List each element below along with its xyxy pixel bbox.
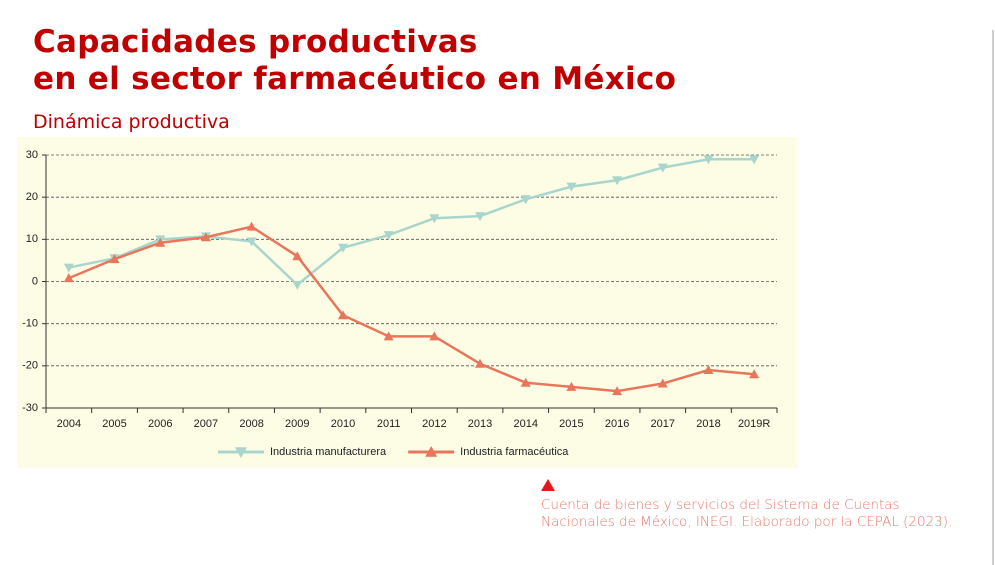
point-marker — [749, 155, 760, 165]
x-tick-label: 2011 — [377, 418, 401, 430]
x-tick-label: 2005 — [102, 418, 126, 430]
x-tick-label: 2015 — [559, 418, 583, 430]
note-icon — [541, 479, 555, 491]
x-tick-label: 2018 — [696, 418, 720, 430]
subtitle: Dinámica productiva — [33, 111, 230, 133]
x-tick-label: 2012 — [422, 418, 446, 430]
x-tick-label: 2009 — [285, 418, 309, 430]
note-line: Cuenta de bienes y servicios del Sistema… — [541, 497, 900, 513]
x-tick-label: 2019R — [738, 418, 770, 430]
point-marker — [383, 331, 394, 341]
point-marker — [292, 251, 303, 261]
point-marker — [246, 221, 257, 231]
point-marker — [109, 254, 120, 264]
title: Capacidades productivas en el sector far… — [33, 24, 676, 98]
point-marker — [200, 232, 211, 242]
x-tick-label: 2006 — [148, 418, 172, 430]
point-marker — [63, 273, 74, 283]
y-tick-label: -20 — [22, 360, 38, 372]
point-marker — [612, 176, 623, 186]
x-tick-label: 2013 — [468, 418, 492, 430]
y-tick-label: 20 — [26, 191, 38, 203]
y-tick-label: -30 — [22, 402, 38, 414]
series-line — [68, 225, 755, 393]
point-marker — [520, 377, 531, 387]
point-marker — [612, 386, 623, 396]
x-tick-label: 2004 — [57, 418, 81, 430]
x-tick-label: 2014 — [513, 418, 537, 430]
point-marker — [155, 237, 166, 247]
point-marker — [383, 231, 394, 241]
point-marker — [703, 365, 714, 375]
chart-background — [17, 137, 797, 468]
title-line: en el sector farmacéutico en México — [33, 61, 677, 97]
point-marker — [337, 243, 348, 253]
source-note: Cuenta de bienes y servicios del Sistema… — [541, 497, 952, 531]
point-marker — [520, 195, 531, 205]
note-line: Nacionales de México, INEGI. Elaborado p… — [541, 514, 953, 530]
y-tick-label: 0 — [32, 275, 38, 287]
point-marker — [292, 280, 303, 290]
y-tick-label: -10 — [22, 318, 38, 330]
y-tick-label: 30 — [26, 149, 38, 161]
point-marker — [63, 263, 74, 273]
x-tick-label: 2017 — [651, 418, 675, 430]
legend-marker — [235, 447, 247, 458]
point-marker — [657, 378, 668, 388]
point-marker — [703, 155, 714, 165]
x-tick-label: 2010 — [331, 418, 355, 430]
x-tick-label: 2016 — [605, 418, 629, 430]
legend-label: Industria farmacéutica — [460, 446, 569, 458]
legend-label: Industria manufacturera — [270, 446, 387, 458]
y-tick-label: 10 — [26, 233, 38, 245]
point-marker — [429, 214, 440, 224]
x-tick-label: 2007 — [194, 418, 218, 430]
title-line: Capacidades productivas — [33, 24, 478, 60]
point-marker — [749, 369, 760, 379]
series-line — [68, 157, 755, 287]
legend-marker — [425, 446, 438, 457]
point-marker — [475, 212, 486, 222]
point-marker — [657, 163, 668, 173]
x-tick-label: 2008 — [239, 418, 263, 430]
point-marker — [337, 310, 348, 320]
point-marker — [246, 237, 257, 247]
point-marker — [429, 331, 440, 341]
point-marker — [566, 182, 577, 192]
point-marker — [475, 358, 486, 368]
point-marker — [566, 381, 577, 391]
